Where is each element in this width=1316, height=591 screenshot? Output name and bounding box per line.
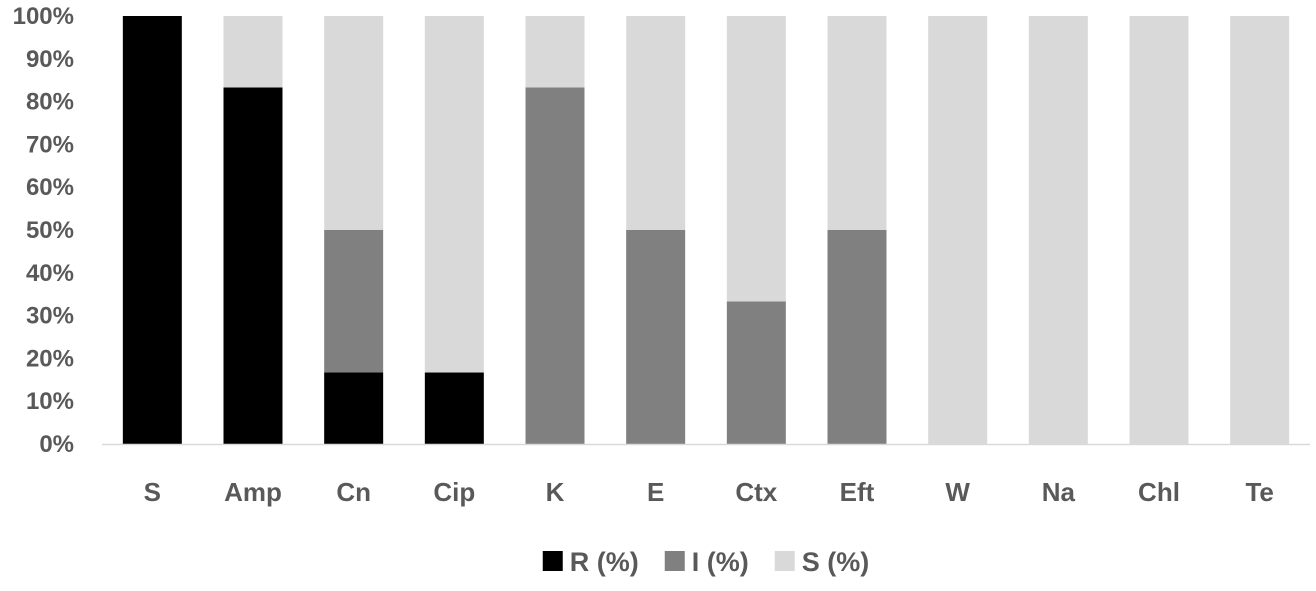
x-tick-label-te: Te bbox=[1245, 477, 1273, 507]
y-tick-label: 70% bbox=[26, 131, 74, 158]
y-tick-label: 100% bbox=[13, 3, 74, 30]
bar-segment-k-2 bbox=[525, 87, 585, 444]
bar-segment-e-2 bbox=[626, 230, 686, 444]
x-tick-labels: S Amp Cn Cip K E Ctx Eft W Na Chl Te bbox=[144, 477, 1274, 507]
bar-segment-ctx-2 bbox=[726, 301, 786, 444]
bar-segment-eft-3 bbox=[827, 16, 887, 230]
bar-segment-cn-2 bbox=[324, 230, 384, 373]
bar-segment-eft-2 bbox=[827, 230, 887, 444]
y-tick-label: 90% bbox=[26, 46, 74, 73]
bar-segment-te-3 bbox=[1230, 16, 1290, 444]
bar-segment-w-3 bbox=[928, 16, 988, 444]
x-tick-label-na: Na bbox=[1042, 477, 1076, 507]
bar-segment-amp-1 bbox=[223, 87, 283, 444]
bar-segment-s-1 bbox=[122, 16, 182, 444]
x-tick-label-cip: Cip bbox=[433, 477, 475, 507]
x-tick-label-w: W bbox=[945, 477, 970, 507]
y-tick-label: 30% bbox=[26, 303, 74, 330]
bar-segment-k-3 bbox=[525, 16, 585, 88]
bar-segment-amp-3 bbox=[223, 16, 283, 88]
bar-segment-cn-1 bbox=[324, 372, 384, 444]
bar-segment-cip-3 bbox=[424, 16, 484, 373]
bar-segment-na-3 bbox=[1028, 16, 1088, 444]
y-tick-label: 50% bbox=[26, 217, 74, 244]
x-tick-label-ctx: Ctx bbox=[735, 477, 777, 507]
y-tick-label: 10% bbox=[26, 388, 74, 415]
bar-segment-cn-3 bbox=[324, 16, 384, 230]
y-tick-labels: 0% 10% 20% 30% 40% 50% 60% 70% 80% 90% 100% bbox=[13, 3, 74, 458]
legend-swatch-3 bbox=[774, 551, 795, 571]
bars-layer bbox=[122, 16, 1290, 444]
y-tick-label: 20% bbox=[26, 345, 74, 372]
legend-swatch-1 bbox=[542, 551, 563, 571]
legend-label-1: R (%) bbox=[570, 547, 639, 577]
legend-label-3: S (%) bbox=[802, 547, 870, 577]
x-tick-label-cn: Cn bbox=[336, 477, 371, 507]
y-tick-label: 60% bbox=[26, 174, 74, 201]
legend: R (%) I (%) S (%) bbox=[542, 547, 870, 577]
bar-segment-e-3 bbox=[626, 16, 686, 230]
legend-swatch-2 bbox=[664, 551, 685, 571]
x-tick-label-chl: Chl bbox=[1138, 477, 1180, 507]
x-tick-label-amp: Amp bbox=[224, 477, 282, 507]
y-tick-label: 40% bbox=[26, 260, 74, 287]
x-tick-label-k: K bbox=[546, 477, 565, 507]
x-tick-label-eft: Eft bbox=[840, 477, 875, 507]
x-tick-label-e: E bbox=[647, 477, 664, 507]
y-tick-label: 0% bbox=[39, 431, 74, 458]
x-tick-label-s: S bbox=[144, 477, 161, 507]
bar-segment-cip-1 bbox=[424, 372, 484, 444]
y-tick-label: 80% bbox=[26, 89, 74, 116]
bar-segment-ctx-3 bbox=[726, 16, 786, 302]
legend-label-2: I (%) bbox=[692, 547, 749, 577]
bar-segment-chl-3 bbox=[1129, 16, 1189, 444]
